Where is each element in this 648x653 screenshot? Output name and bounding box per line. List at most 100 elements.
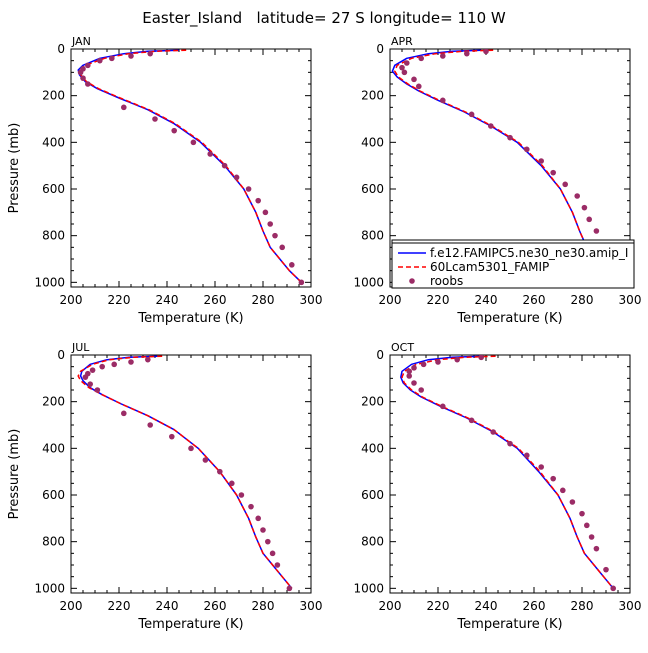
- roobs-point: [147, 422, 153, 428]
- roobs-point: [121, 410, 127, 417]
- roobs-point: [248, 503, 254, 510]
- roobs-point: [468, 111, 475, 118]
- roobs-point: [418, 55, 425, 62]
- roobs-point: [298, 279, 305, 286]
- roobs-point: [440, 97, 446, 104]
- roobs-point: [399, 64, 405, 71]
- y-tick-label: 0: [57, 348, 65, 362]
- roobs-point: [560, 487, 566, 494]
- x-axis-label: Temperature (K): [456, 311, 562, 326]
- roobs-point: [87, 381, 93, 387]
- x-tick-label: 280: [571, 599, 594, 613]
- y-tick-label: 1000: [34, 581, 65, 595]
- roobs-point: [262, 209, 269, 216]
- roobs-point: [169, 433, 175, 440]
- roobs-point: [272, 232, 278, 239]
- y-tick-label: 600: [42, 182, 65, 196]
- roobs-point: [550, 169, 556, 176]
- roobs-point: [507, 134, 513, 141]
- roobs-point: [420, 361, 427, 368]
- roobs-point: [229, 480, 235, 487]
- roobs-point: [82, 374, 89, 380]
- roobs-point: [411, 76, 417, 83]
- roobs-point: [483, 49, 489, 55]
- x-tick-label: 220: [108, 293, 131, 307]
- y-tick-label: 1000: [353, 275, 384, 289]
- roobs-point: [488, 123, 494, 129]
- roobs-point: [478, 355, 484, 361]
- plot-frame: [70, 354, 312, 594]
- roobs-point: [401, 69, 408, 76]
- roobs-point: [411, 365, 417, 371]
- x-tick-label: 200: [379, 599, 402, 613]
- y-tick-label: 400: [361, 441, 384, 455]
- x-tick-label: 240: [156, 599, 179, 613]
- roobs-point: [454, 356, 461, 363]
- y-tick-label: 0: [376, 348, 384, 362]
- x-axis-label: Temperature (K): [456, 617, 562, 632]
- x-tick-label: 200: [379, 293, 402, 307]
- x-axis-label: Temperature (K): [137, 617, 243, 632]
- roobs-point: [406, 368, 413, 375]
- roobs-point: [171, 127, 177, 134]
- roobs-point: [440, 403, 446, 410]
- roobs-point: [588, 534, 595, 540]
- x-axis-label: Temperature (K): [137, 311, 243, 326]
- roobs-point: [128, 359, 134, 365]
- roobs-point: [121, 104, 127, 111]
- roobs-point: [579, 510, 585, 517]
- roobs-point: [416, 83, 422, 90]
- roobs-point: [603, 566, 609, 573]
- roobs-point: [207, 151, 213, 157]
- y-tick-label: 200: [361, 89, 384, 103]
- x-tick-label: 260: [523, 599, 546, 613]
- y-axis-label: Pressure (mb): [7, 429, 22, 520]
- famipc5-line: [77, 49, 302, 283]
- roobs-point: [569, 499, 576, 505]
- y-tick-label: 200: [361, 395, 384, 409]
- roobs-point: [145, 356, 151, 363]
- x-tick-label: 240: [156, 293, 179, 307]
- y-axis-label: Pressure (mb): [7, 123, 22, 214]
- x-tick-label: 260: [204, 599, 227, 613]
- x-tick-label: 200: [60, 293, 83, 307]
- roobs-point: [111, 361, 117, 368]
- y-tick-label: 1000: [353, 581, 384, 595]
- famipc5-line: [400, 355, 614, 589]
- roobs-point: [202, 457, 209, 463]
- roobs-point: [581, 204, 588, 211]
- x-tick-label: 300: [300, 599, 323, 613]
- roobs-point: [152, 116, 158, 122]
- legend-label: roobs: [430, 274, 463, 288]
- panel-apr: 200 220 240 260 280 300 0 200 400 600 800 1000 Tempe…: [353, 35, 641, 326]
- roobs-point: [418, 387, 425, 393]
- roobs-point: [238, 492, 245, 498]
- roobs-point: [562, 181, 568, 188]
- x-tick-label: 260: [204, 293, 227, 307]
- roobs-point: [524, 452, 530, 459]
- panel-label: JUL: [71, 341, 90, 354]
- cam5301-line: [78, 49, 302, 283]
- roobs-point: [85, 62, 91, 69]
- panel-label: OCT: [391, 341, 414, 354]
- roobs-point: [109, 55, 115, 62]
- roobs-point: [289, 262, 295, 268]
- roobs-point: [233, 174, 240, 181]
- y-tick-label: 600: [361, 488, 384, 502]
- y-tick-label: 200: [42, 395, 65, 409]
- roobs-point: [524, 146, 530, 153]
- y-tick-label: 200: [42, 89, 65, 103]
- legend-label: 60Lcam5301_FAMIP: [430, 260, 549, 274]
- roobs-point: [610, 585, 616, 592]
- roobs-point: [507, 440, 513, 447]
- roobs-point: [274, 562, 281, 568]
- legend: f.e12.FAMIPC5.ne30_ne30.amip_I60Lcam5301…: [391, 239, 635, 289]
- y-tick-label: 800: [42, 229, 65, 243]
- roobs-point: [538, 158, 544, 164]
- y-tick-label: 1000: [34, 275, 65, 289]
- series-group: [77, 355, 293, 592]
- roobs-point: [593, 545, 600, 552]
- roobs-point: [147, 50, 153, 57]
- y-tick-label: 800: [42, 535, 65, 549]
